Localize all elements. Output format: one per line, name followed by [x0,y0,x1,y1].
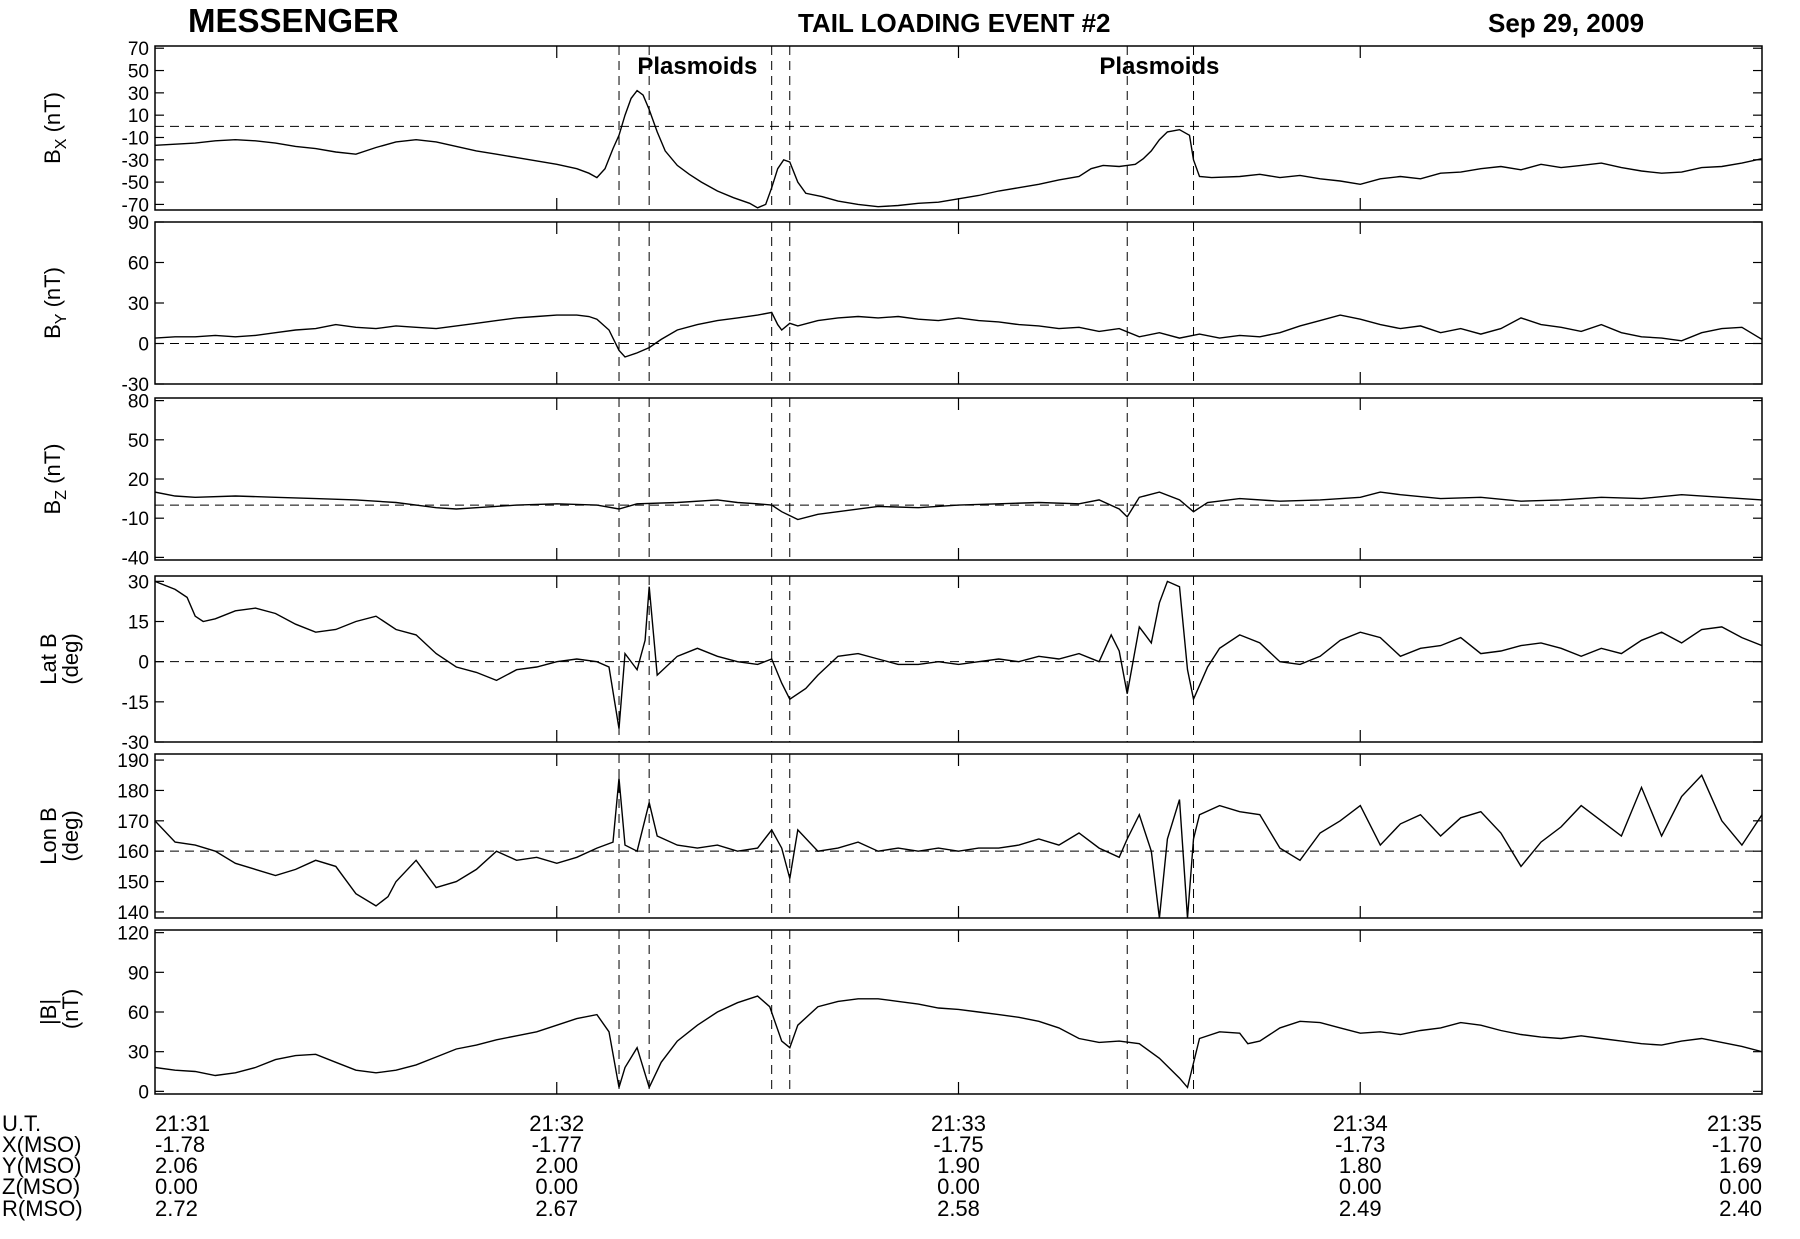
y-axis-label-lat: Lat B(deg) [36,633,83,684]
y-tick-label: 20 [128,470,149,491]
y-tick-label: 30 [128,572,149,593]
series-line-bx [155,89,1762,209]
y-tick-label: 160 [117,842,149,863]
y-tick-label: 140 [117,903,149,924]
panel-lon: 190 180 170 160 150 140 Lon B(deg) [36,751,1763,924]
y-tick-label: 0 [138,1082,149,1103]
series-line-by [155,311,1762,358]
ephemeris-value-x: -1.78 [155,1132,205,1157]
y-tick-label: 190 [117,751,149,772]
y-tick-label: 170 [117,812,149,833]
series-line-btot [155,995,1762,1090]
panel-frame [154,45,1763,211]
panel-lat: 30 15 0 -15 -30 Lat B(deg) [36,572,1763,754]
panel-by: 90 60 30 0 -30 BY (nT) [40,213,1763,396]
y-tick-label: 30 [128,84,149,105]
mission-title: MESSENGER [188,2,399,39]
y-tick-label: 0 [138,653,149,674]
ephemeris-value-z: 0.00 [937,1174,980,1199]
y-tick-label: -30 [122,151,149,172]
panel-frame [154,575,1763,743]
ephemeris-value-y: 1.80 [1339,1153,1382,1178]
series-line-lat [155,580,1762,729]
ephemeris-value-x: -1.73 [1335,1132,1385,1157]
ephemeris-value-ut: 21:31 [155,1111,210,1136]
panel-frame [154,397,1763,561]
ephemeris-row-label: U.T. [2,1111,41,1136]
ephemeris-row-label: X(MSO) [2,1132,81,1157]
ephemeris-row-label: Z(MSO) [2,1174,80,1199]
ephemeris-value-ut: 21:35 [1707,1111,1762,1136]
y-axis-label-btot: |B| (nT) [36,989,83,1035]
y-tick-label: 90 [128,963,149,984]
ephemeris-value-z: 0.00 [1339,1174,1382,1199]
ephemeris-value-ut: 21:33 [931,1111,986,1136]
ephemeris-value-r: 2.67 [535,1196,578,1221]
y-tick-label: 30 [128,1043,149,1064]
plasmoids-label: Plasmoids [637,53,757,80]
y-axis-label-lon: Lon B(deg) [36,807,83,865]
panel-frame [154,221,1763,385]
ephemeris-value-x: -1.75 [933,1132,983,1157]
y-tick-label: -50 [122,173,149,194]
y-tick-label: 60 [128,254,149,275]
ephemeris-value-r: 2.58 [937,1196,980,1221]
panel-bz: 80 50 20 -10 -40 BZ (nT) [40,392,1763,569]
ephemeris-value-z: 0.00 [155,1174,198,1199]
ephemeris-value-y: 1.69 [1719,1153,1762,1178]
plasmoids-label: Plasmoids [1099,53,1219,80]
ephemeris-value-x: -1.77 [532,1132,582,1157]
y-tick-label: -15 [122,693,149,714]
y-tick-label: -70 [122,195,149,216]
ephemeris-value-y: 2.00 [535,1153,578,1178]
y-tick-label: 60 [128,1003,149,1024]
ephemeris-value-ut: 21:34 [1333,1111,1388,1136]
y-tick-label: 70 [128,39,149,60]
y-tick-label: 120 [117,924,149,945]
panel-btot: 120 90 60 30 0 |B| (nT) [36,924,1763,1103]
y-tick-label: -30 [122,375,149,396]
ephemeris-value-y: 1.90 [937,1153,980,1178]
event-title: TAIL LOADING EVENT #2 [798,8,1111,38]
ephemeris-value-z: 0.00 [535,1174,578,1199]
ephemeris-value-ut: 21:32 [529,1111,584,1136]
y-tick-label: -40 [122,548,149,569]
panel-frame [154,929,1763,1095]
panel-frame [154,753,1763,919]
y-tick-label: 10 [128,106,149,127]
y-tick-label: 180 [117,781,149,802]
y-tick-label: 15 [128,613,149,634]
y-tick-label: 90 [128,213,149,234]
series-line-bz [155,491,1762,521]
y-tick-label: -30 [122,733,149,754]
ephemeris-value-r: 2.49 [1339,1196,1382,1221]
event-date: Sep 29, 2009 [1488,8,1645,38]
y-tick-label: 80 [128,392,149,413]
ephemeris-value-r: 2.72 [155,1196,198,1221]
y-tick-label: 50 [128,431,149,452]
y-tick-label: 50 [128,62,149,83]
y-tick-label: -10 [122,128,149,149]
y-axis-label-bz: BZ (nT) [40,444,70,515]
y-axis-label-bx: BX (nT) [40,92,70,164]
y-tick-label: 30 [128,294,149,315]
ephemeris-value-y: 2.06 [155,1153,198,1178]
ephemeris-value-x: -1.70 [1712,1132,1762,1157]
series-line-lon [155,774,1762,918]
y-tick-label: 150 [117,873,149,894]
ephemeris-value-r: 2.40 [1719,1196,1762,1221]
y-axis-label-by: BY (nT) [40,267,70,339]
y-tick-label: 0 [138,335,149,356]
ephemeris-row-label: Y(MSO) [2,1153,81,1178]
y-tick-label: -10 [122,509,149,530]
ephemeris-value-z: 0.00 [1719,1174,1762,1199]
ephemeris-row-label: R(MSO) [2,1196,83,1221]
